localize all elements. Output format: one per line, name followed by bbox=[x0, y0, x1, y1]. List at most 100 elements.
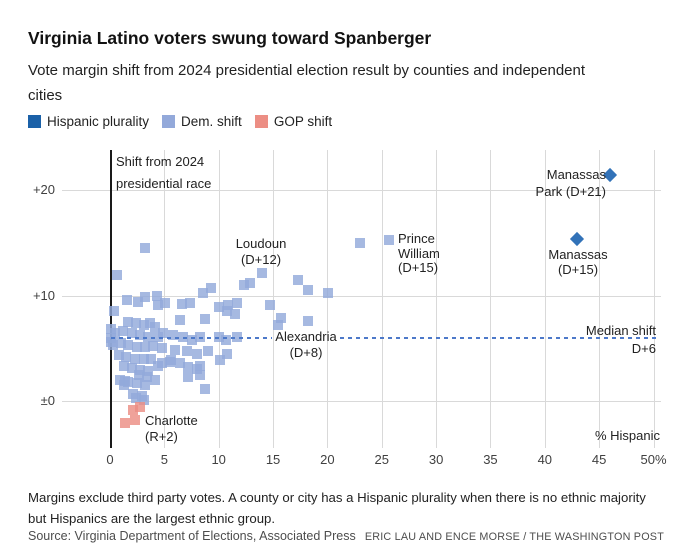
data-point bbox=[118, 326, 129, 337]
data-point bbox=[148, 341, 159, 352]
data-point bbox=[273, 320, 284, 331]
manassas-park-label: Manassas Park (D+21) bbox=[535, 167, 606, 199]
data-point bbox=[130, 414, 140, 425]
legend-label: GOP shift bbox=[273, 114, 333, 129]
data-point bbox=[151, 290, 162, 301]
median-shift-label: Median shift bbox=[585, 323, 656, 338]
data-point bbox=[123, 340, 134, 351]
y-gridline bbox=[62, 295, 661, 297]
data-point bbox=[302, 285, 313, 296]
legend-item-dem-shift: Dem. shift bbox=[162, 114, 242, 129]
footnote-line-1: Margins exclude third party votes. A cou… bbox=[28, 490, 646, 505]
data-point bbox=[198, 288, 209, 299]
footnote-line-2: but Hispanics are the largest ethnic gro… bbox=[28, 511, 276, 526]
byline-credit: ERIC LAU AND ENCE MORSE / THE WASHINGTON… bbox=[364, 531, 664, 543]
data-point bbox=[139, 243, 150, 254]
median-value-label: D+6 bbox=[631, 341, 656, 356]
data-point bbox=[195, 369, 206, 380]
data-point bbox=[149, 322, 160, 333]
data-point bbox=[230, 309, 240, 320]
y-tick-label: +10 bbox=[32, 287, 55, 303]
prince-william-label: Prince William (D+15) bbox=[398, 231, 440, 275]
data-point bbox=[139, 342, 150, 353]
data-point bbox=[168, 329, 179, 340]
data-point bbox=[143, 331, 154, 342]
legend: Hispanic plurality Dem. shift GOP shift bbox=[28, 114, 332, 129]
data-point bbox=[202, 346, 213, 357]
data-point bbox=[141, 371, 152, 382]
hispanic-plurality-swatch-icon bbox=[28, 115, 41, 128]
data-point bbox=[123, 377, 134, 387]
x-gridline bbox=[436, 150, 438, 448]
data-point bbox=[195, 331, 206, 342]
data-point bbox=[293, 274, 304, 285]
data-point bbox=[143, 366, 154, 377]
data-point bbox=[109, 306, 120, 317]
x-tick-label: 25 bbox=[374, 452, 389, 467]
data-point bbox=[135, 329, 146, 340]
x-tick-label: 40 bbox=[537, 452, 553, 467]
data-point bbox=[323, 288, 334, 299]
subtitle-line-1: Vote margin shift from 2024 presidential… bbox=[28, 62, 586, 79]
data-point bbox=[131, 317, 142, 328]
data-point bbox=[355, 237, 365, 248]
data-point bbox=[213, 302, 224, 313]
data-point bbox=[213, 331, 224, 342]
x-tick-label: 5 bbox=[160, 452, 168, 467]
legend-item-hispanic-plurality: Hispanic plurality bbox=[28, 114, 149, 129]
data-point bbox=[232, 331, 243, 342]
charlotte-label: Charlotte (R+2) bbox=[145, 413, 198, 444]
x-tick-label: 20 bbox=[320, 452, 335, 467]
data-point bbox=[185, 297, 196, 308]
x-tick-label: 0 bbox=[106, 452, 114, 467]
x-gridline bbox=[218, 150, 220, 448]
x-tick-label: 30 bbox=[428, 452, 444, 467]
data-point-diamond bbox=[570, 231, 585, 246]
data-point bbox=[221, 334, 232, 345]
median-line bbox=[340, 336, 656, 340]
data-point bbox=[275, 312, 286, 323]
data-point bbox=[174, 358, 185, 369]
data-point bbox=[138, 320, 149, 331]
data-point bbox=[199, 384, 210, 395]
data-point bbox=[138, 353, 149, 364]
data-point bbox=[232, 297, 243, 308]
x-tick-label: 15 bbox=[265, 452, 281, 467]
y-gridline bbox=[62, 190, 661, 191]
data-point bbox=[121, 351, 132, 362]
data-point bbox=[108, 340, 119, 351]
data-point bbox=[114, 374, 125, 385]
data-point bbox=[182, 346, 193, 357]
data-point bbox=[120, 418, 131, 429]
y-axis-line bbox=[110, 150, 112, 448]
x-tick-label: 10 bbox=[211, 452, 226, 467]
data-point bbox=[176, 298, 187, 309]
data-point bbox=[245, 277, 256, 288]
data-point bbox=[183, 371, 194, 382]
x-gridline bbox=[544, 150, 546, 448]
data-point bbox=[132, 378, 143, 389]
data-point bbox=[191, 348, 202, 359]
x-gridline bbox=[490, 150, 492, 448]
data-point bbox=[222, 348, 233, 359]
x-gridline bbox=[599, 150, 601, 448]
data-point bbox=[238, 279, 249, 290]
data-point bbox=[222, 306, 233, 317]
loudoun-label: Loudoun (D+12) bbox=[235, 236, 287, 267]
subtitle-line-2: cities bbox=[28, 87, 63, 104]
alexandria-label: Alexandria (D+8) bbox=[275, 329, 337, 360]
manassas-label: Manassas (D+15) bbox=[548, 247, 608, 277]
data-point bbox=[134, 369, 145, 380]
data-point bbox=[111, 270, 122, 281]
axis-note: Shift from 2024 presidential race bbox=[116, 154, 212, 191]
median-line bbox=[111, 336, 272, 340]
page-subtitle: Vote margin shift from 2024 presidential… bbox=[28, 58, 676, 108]
x-gridline bbox=[273, 150, 275, 448]
data-point bbox=[113, 349, 124, 360]
legend-label: Hispanic plurality bbox=[47, 114, 150, 129]
data-point bbox=[126, 328, 137, 339]
data-point bbox=[149, 374, 160, 385]
data-point bbox=[174, 314, 185, 325]
